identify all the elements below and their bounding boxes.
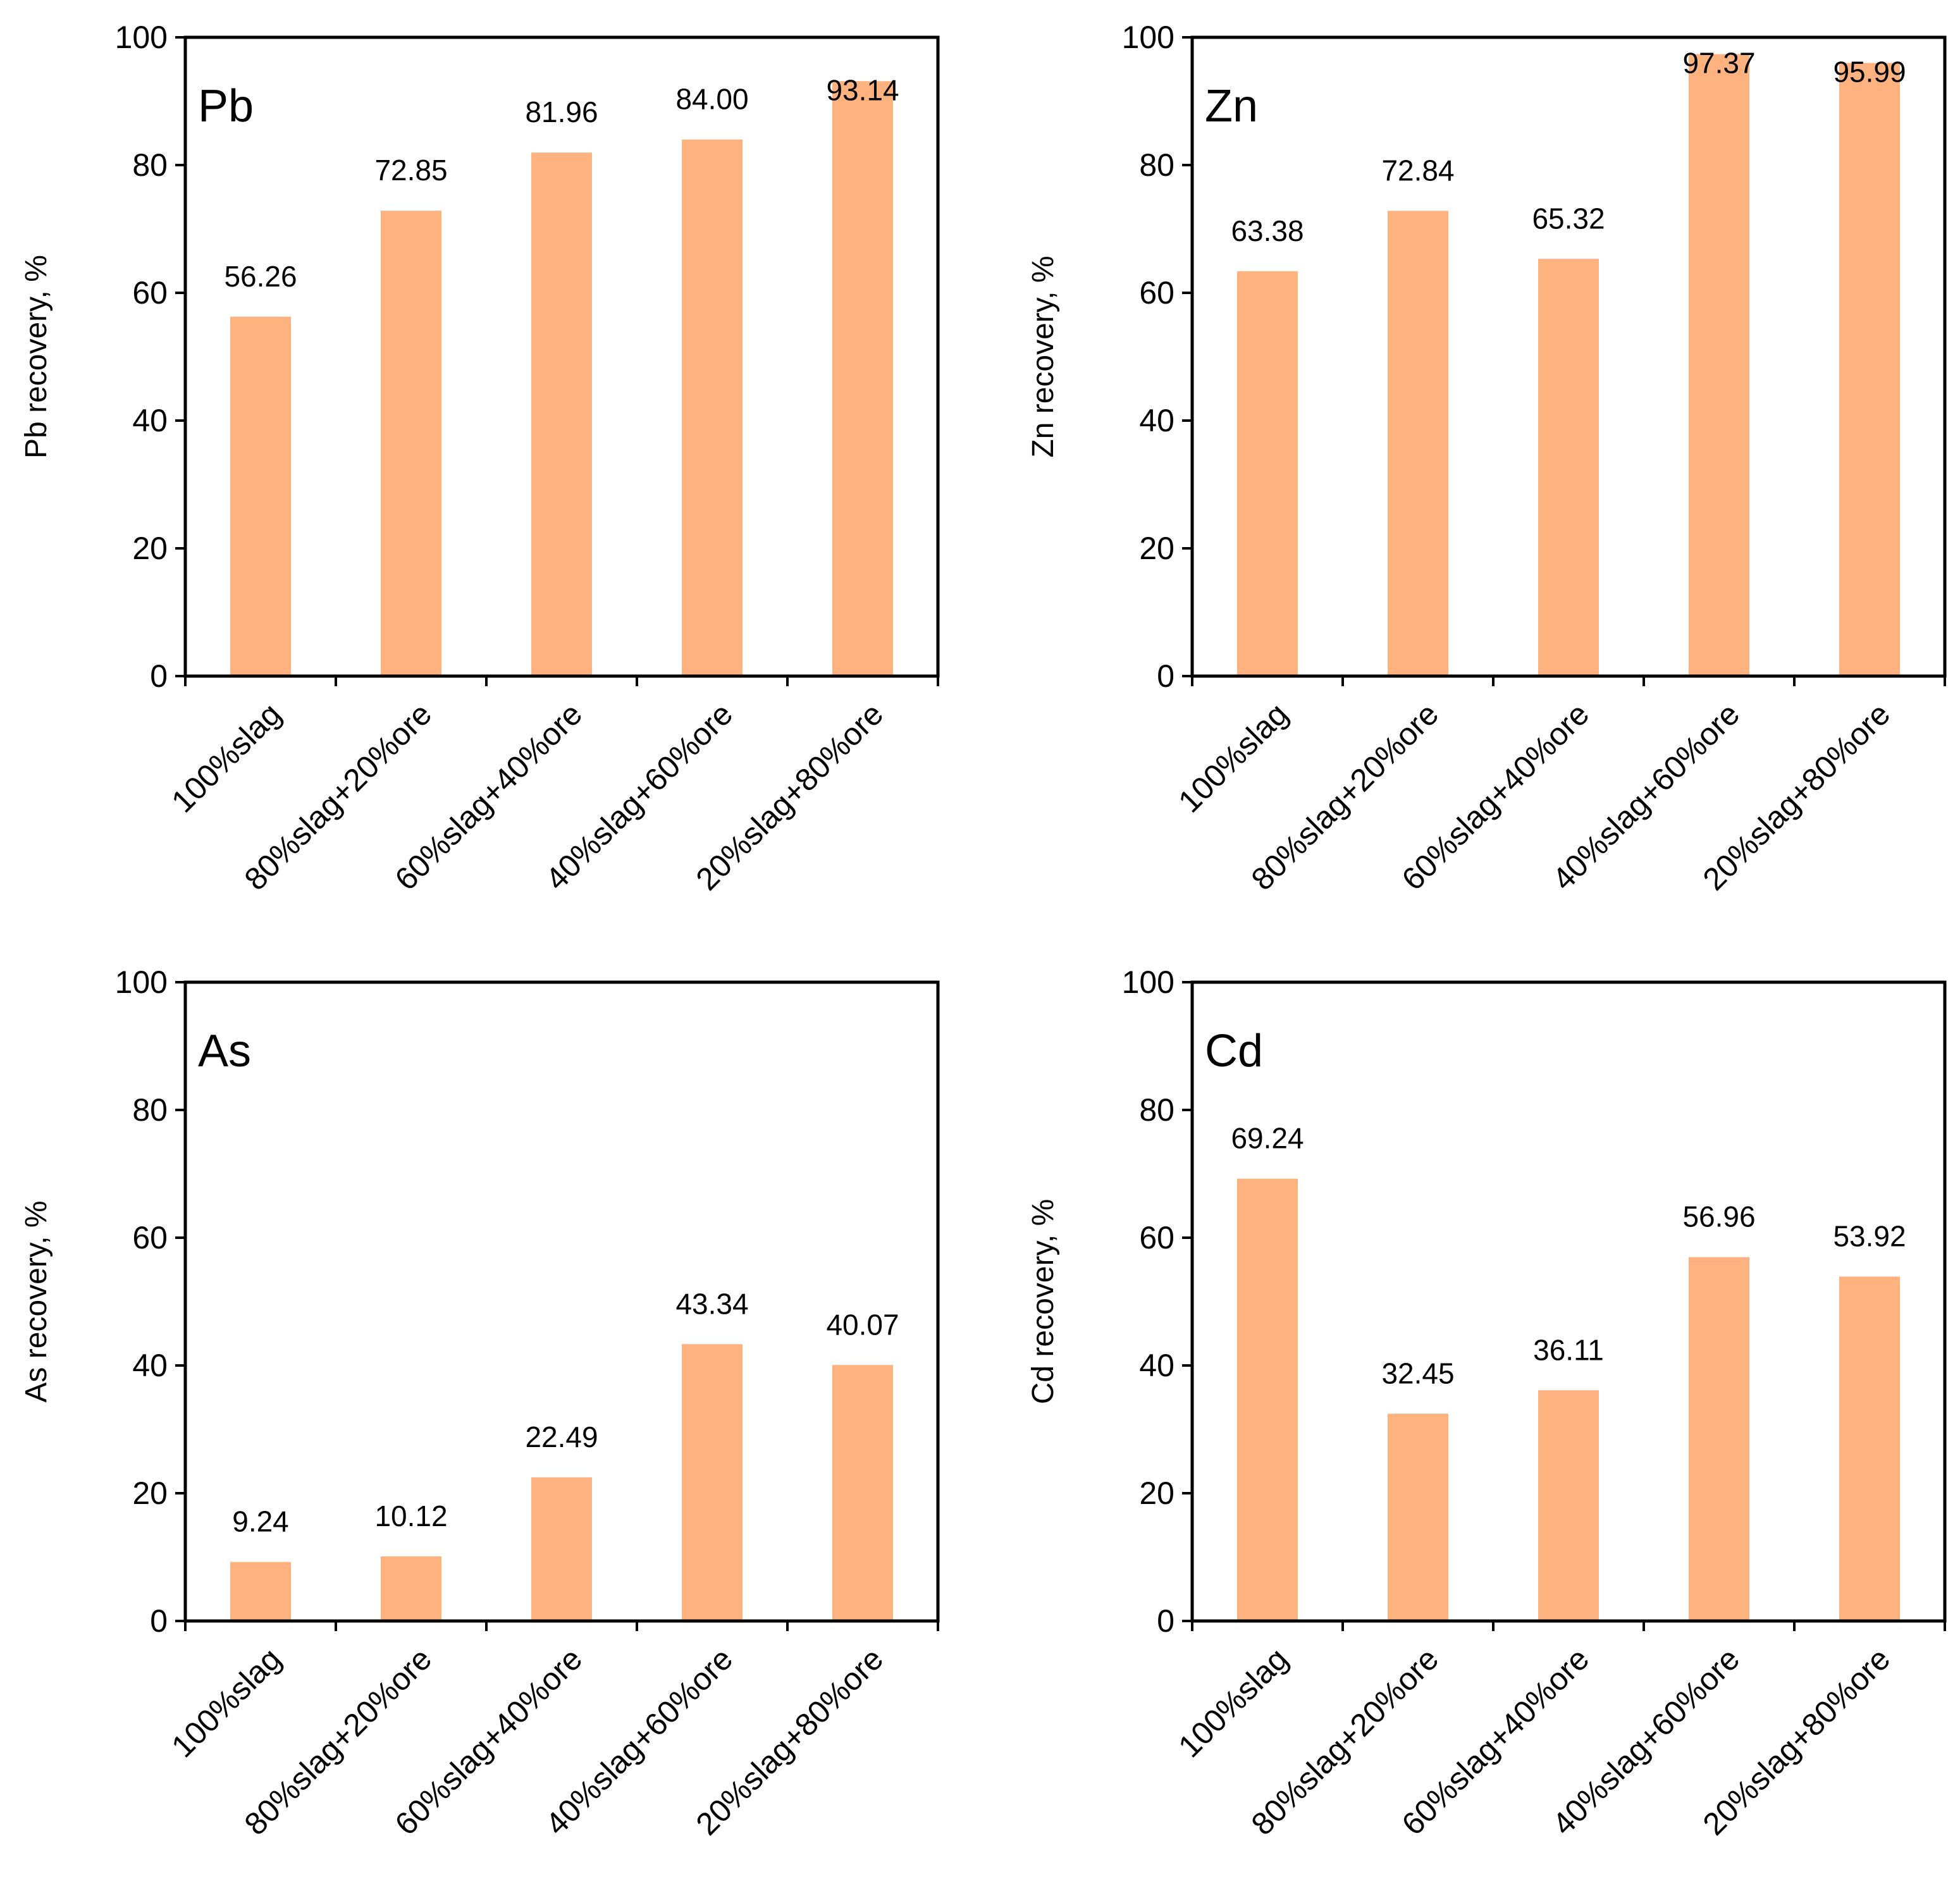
y-tick-label-as-3: 60 bbox=[132, 1220, 168, 1255]
bar-cd-4 bbox=[1689, 1257, 1749, 1621]
data-label-as-4: 43.34 bbox=[675, 1287, 748, 1320]
chart-panel-pb: 020406080100100%slag80%slag+20%ore60%sla… bbox=[20, 20, 940, 897]
data-label-zn-4: 97.37 bbox=[1682, 47, 1755, 80]
bar-cd-5 bbox=[1839, 1276, 1900, 1621]
y-tick-label-zn-3: 60 bbox=[1139, 275, 1174, 311]
bar-as-2 bbox=[381, 1556, 441, 1621]
bar-as-5 bbox=[832, 1365, 893, 1621]
y-tick-label-zn-0: 0 bbox=[1157, 658, 1174, 694]
data-label-cd-4: 56.96 bbox=[1682, 1200, 1755, 1233]
y-axis-title-as: As recovery, % bbox=[20, 1200, 53, 1402]
y-axis-title-zn: Zn recovery, % bbox=[1026, 256, 1060, 457]
data-label-as-3: 22.49 bbox=[525, 1420, 598, 1453]
y-tick-label-as-1: 20 bbox=[132, 1476, 168, 1511]
chart-panel-cd: 020406080100100%slag80%slag+20%ore60%sla… bbox=[1026, 964, 1947, 1842]
bar-as-3 bbox=[531, 1477, 592, 1621]
y-axis-title-pb: Pb recovery, % bbox=[20, 255, 53, 459]
data-label-as-2: 10.12 bbox=[374, 1500, 447, 1532]
y-tick-label-zn-5: 100 bbox=[1122, 20, 1174, 55]
plot-frame-as bbox=[183, 980, 940, 1623]
bar-as-1 bbox=[230, 1562, 291, 1621]
y-tick-label-as-2: 40 bbox=[132, 1348, 168, 1383]
data-label-zn-1: 63.38 bbox=[1231, 214, 1304, 247]
y-tick-label-pb-0: 0 bbox=[150, 658, 168, 694]
y-tick-label-zn-2: 40 bbox=[1139, 403, 1174, 438]
y-tick-label-cd-5: 100 bbox=[1122, 964, 1174, 1000]
data-label-cd-1: 69.24 bbox=[1231, 1122, 1304, 1155]
y-tick-label-zn-1: 20 bbox=[1139, 531, 1174, 566]
bar-pb-3 bbox=[531, 152, 592, 677]
bar-pb-4 bbox=[682, 139, 743, 677]
plot-frame-zn bbox=[1190, 35, 1947, 678]
data-label-zn-3: 65.32 bbox=[1532, 202, 1605, 235]
data-label-as-5: 40.07 bbox=[826, 1308, 899, 1341]
chart-panel-zn: 020406080100100%slag80%slag+20%ore60%sla… bbox=[1026, 20, 1947, 897]
plot-frame-pb bbox=[183, 35, 940, 678]
bar-pb-5 bbox=[832, 81, 893, 676]
data-label-pb-4: 84.00 bbox=[675, 83, 748, 116]
data-label-cd-5: 53.92 bbox=[1833, 1219, 1906, 1252]
panel-label-as: As bbox=[198, 1026, 251, 1076]
y-tick-label-as-0: 0 bbox=[150, 1603, 168, 1639]
y-tick-label-cd-3: 60 bbox=[1139, 1220, 1174, 1255]
y-tick-label-pb-3: 60 bbox=[132, 275, 168, 311]
panel-label-zn: Zn bbox=[1205, 81, 1258, 132]
data-label-as-1: 9.24 bbox=[232, 1505, 289, 1538]
plot-frame-cd bbox=[1190, 980, 1947, 1623]
y-tick-label-pb-2: 40 bbox=[132, 403, 168, 438]
data-label-zn-5: 95.99 bbox=[1833, 56, 1906, 89]
y-tick-label-pb-4: 80 bbox=[132, 147, 168, 183]
y-tick-label-zn-4: 80 bbox=[1139, 147, 1174, 183]
x-label-cd-1: 100%slag bbox=[1171, 1641, 1295, 1765]
bar-cd-3 bbox=[1538, 1390, 1599, 1621]
y-tick-label-cd-2: 40 bbox=[1139, 1348, 1174, 1383]
y-tick-label-as-5: 100 bbox=[115, 964, 168, 1000]
bar-zn-4 bbox=[1689, 54, 1749, 677]
bar-cd-2 bbox=[1388, 1414, 1448, 1621]
panel-label-cd: Cd bbox=[1205, 1026, 1263, 1076]
y-tick-label-cd-1: 20 bbox=[1139, 1476, 1174, 1511]
bar-cd-1 bbox=[1237, 1178, 1298, 1621]
y-tick-label-pb-5: 100 bbox=[115, 20, 168, 55]
y-tick-label-cd-4: 80 bbox=[1139, 1092, 1174, 1128]
y-tick-label-cd-0: 0 bbox=[1157, 1603, 1174, 1639]
bar-pb-1 bbox=[230, 316, 291, 676]
bar-pb-2 bbox=[381, 211, 441, 677]
data-label-pb-2: 72.85 bbox=[374, 154, 447, 187]
chart-panel-as: 020406080100100%slag80%slag+20%ore60%sla… bbox=[20, 964, 940, 1842]
data-label-pb-5: 93.14 bbox=[826, 73, 899, 106]
bar-zn-3 bbox=[1538, 259, 1599, 676]
x-label-zn-1: 100%slag bbox=[1171, 696, 1295, 820]
y-tick-label-pb-1: 20 bbox=[132, 531, 168, 566]
x-label-as-1: 100%slag bbox=[164, 1641, 288, 1765]
data-label-cd-3: 36.11 bbox=[1533, 1333, 1604, 1366]
y-tick-label-as-4: 80 bbox=[132, 1092, 168, 1128]
bar-zn-2 bbox=[1388, 211, 1448, 676]
bar-zn-1 bbox=[1237, 271, 1298, 676]
data-label-zn-2: 72.84 bbox=[1381, 154, 1454, 187]
y-axis-title-cd: Cd recovery, % bbox=[1026, 1199, 1060, 1405]
data-label-pb-3: 81.96 bbox=[525, 96, 598, 128]
bar-zn-5 bbox=[1839, 63, 1900, 677]
x-label-pb-1: 100%slag bbox=[164, 696, 288, 820]
data-label-cd-2: 32.45 bbox=[1381, 1357, 1454, 1390]
bar-as-4 bbox=[682, 1344, 743, 1621]
panel-label-pb: Pb bbox=[198, 81, 254, 132]
data-label-pb-1: 56.26 bbox=[224, 260, 297, 293]
